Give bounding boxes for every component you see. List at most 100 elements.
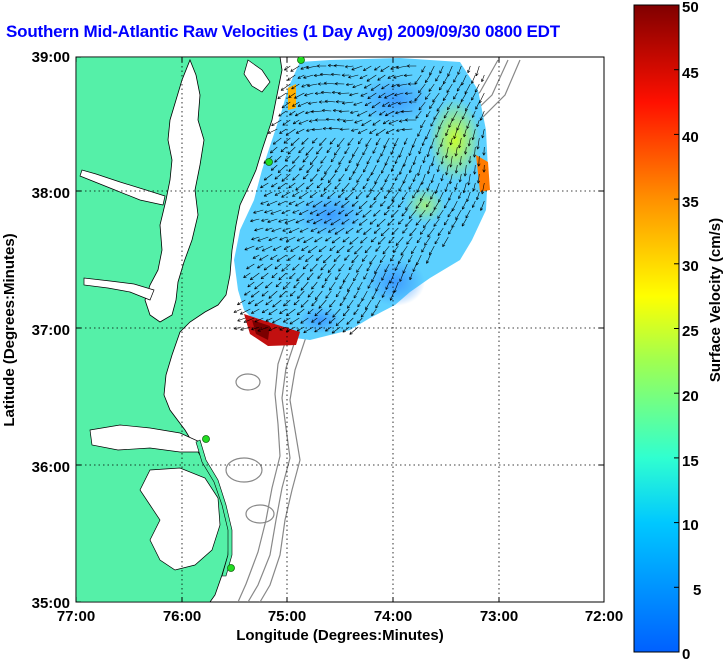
velocity-arrow bbox=[341, 73, 350, 77]
radar-stations bbox=[202, 57, 305, 572]
velocity-arrow bbox=[311, 299, 318, 307]
velocity-arrow bbox=[401, 127, 413, 132]
velocity-arrow bbox=[402, 227, 408, 234]
velocity-arrow bbox=[314, 236, 323, 243]
velocity-arrow bbox=[257, 236, 269, 242]
velocity-arrow bbox=[290, 245, 300, 252]
velocity-arrow bbox=[474, 83, 480, 93]
velocity-arrow bbox=[360, 308, 368, 318]
velocity-arrow bbox=[353, 101, 363, 106]
velocity-arrow bbox=[270, 164, 278, 171]
velocity-arrow bbox=[356, 110, 368, 117]
velocity-arrow bbox=[353, 290, 359, 299]
velocity-arrow bbox=[339, 299, 345, 307]
velocity-arrow bbox=[265, 281, 273, 289]
velocity-arrow bbox=[463, 164, 467, 177]
velocity-arrow bbox=[270, 209, 282, 215]
velocity-arrow bbox=[321, 108, 332, 113]
velocity-arrow bbox=[297, 290, 305, 299]
colorbar-tick-label: 50 bbox=[682, 0, 699, 16]
velocity-arrow bbox=[306, 272, 314, 281]
velocity-arrow bbox=[382, 245, 390, 255]
pamlico-sound bbox=[139, 467, 221, 571]
velocity-arrow bbox=[295, 182, 305, 191]
velocity-arrow bbox=[421, 137, 426, 147]
velocity-arrow bbox=[355, 191, 363, 200]
velocity-arrow bbox=[323, 182, 332, 191]
chesapeake-bay bbox=[144, 58, 205, 323]
velocity-arrow bbox=[290, 65, 300, 72]
velocity-arrow bbox=[424, 236, 431, 246]
velocity-arrow bbox=[360, 92, 368, 97]
velocity-arrow bbox=[305, 254, 314, 262]
velocity-arrow bbox=[471, 200, 476, 208]
velocity-arrow bbox=[272, 137, 282, 145]
velocity-arrow bbox=[233, 308, 242, 313]
velocity-arrow bbox=[467, 65, 471, 74]
velocity-arrow bbox=[363, 272, 368, 280]
velocity-arrow bbox=[425, 128, 431, 140]
velocity-arrow bbox=[264, 209, 273, 214]
velocity-arrow bbox=[308, 101, 318, 105]
velocity-arrow bbox=[477, 155, 481, 167]
velocity-arrow bbox=[255, 245, 264, 250]
velocity-arrow bbox=[381, 290, 386, 298]
velocity-arrow bbox=[399, 164, 404, 175]
velocity-arrow bbox=[335, 317, 345, 326]
velocity-arrow bbox=[380, 227, 390, 237]
velocity-arrow bbox=[342, 308, 350, 317]
velocity-arrow bbox=[374, 263, 381, 275]
velocity-arrow bbox=[334, 82, 345, 86]
velocity-arrow bbox=[389, 272, 395, 284]
velocity-arrow bbox=[351, 128, 359, 132]
velocity-arrow bbox=[418, 83, 426, 94]
velocity-arrow bbox=[263, 173, 273, 181]
velocity-arrow bbox=[323, 218, 332, 224]
velocity-arrow bbox=[373, 209, 381, 217]
velocity-arrow bbox=[279, 128, 287, 134]
velocity-arrow bbox=[250, 308, 260, 314]
velocity-arrow bbox=[443, 110, 449, 119]
velocity-arrow bbox=[461, 74, 467, 86]
velocity-arrow bbox=[356, 227, 363, 233]
velocity-arrow bbox=[342, 236, 350, 243]
velocity-arrow bbox=[467, 173, 471, 186]
velocity-arrow bbox=[394, 173, 399, 181]
velocity-arrow bbox=[481, 74, 485, 83]
velocity-arrow bbox=[290, 137, 300, 146]
velocity-arrow bbox=[394, 155, 399, 165]
velocity-arrow bbox=[352, 83, 363, 89]
velocity-arrow bbox=[414, 92, 422, 102]
velocity-arrow bbox=[451, 218, 458, 228]
velocity-arrow bbox=[380, 146, 386, 157]
velocity-arrow bbox=[254, 299, 264, 307]
velocity-arrow bbox=[448, 119, 453, 128]
velocity-arrow bbox=[260, 272, 269, 280]
velocity-arrow bbox=[405, 218, 413, 227]
velocity-arrow bbox=[397, 254, 404, 265]
velocity-arrow bbox=[419, 191, 426, 202]
velocity-arrow bbox=[389, 290, 395, 301]
velocity-arrow bbox=[338, 209, 345, 215]
velocity-arrow bbox=[234, 326, 242, 330]
velocity-arrow bbox=[314, 91, 323, 95]
velocity-arrow bbox=[449, 137, 453, 146]
velocity-arrow bbox=[390, 65, 399, 70]
velocity-arrow bbox=[298, 209, 309, 215]
velocity-arrow bbox=[284, 218, 296, 224]
velocity-arrow bbox=[268, 290, 278, 299]
velocity-arrow bbox=[461, 110, 467, 120]
velocity-arrow bbox=[299, 227, 309, 233]
velocity-arrow bbox=[429, 245, 435, 256]
velocity-arrow bbox=[292, 173, 300, 181]
y-tick-label: 38:00 bbox=[32, 185, 70, 202]
velocity-arrow bbox=[260, 200, 269, 205]
velocity-arrow bbox=[437, 209, 444, 219]
velocity-arrow bbox=[482, 146, 486, 156]
velocity-arrow bbox=[280, 146, 287, 153]
velocity-arrow bbox=[335, 272, 341, 281]
velocity-arrow bbox=[430, 173, 435, 184]
velocity-arrow bbox=[351, 65, 363, 71]
velocity-arrow bbox=[311, 127, 323, 132]
velocity-arrow bbox=[271, 119, 282, 126]
